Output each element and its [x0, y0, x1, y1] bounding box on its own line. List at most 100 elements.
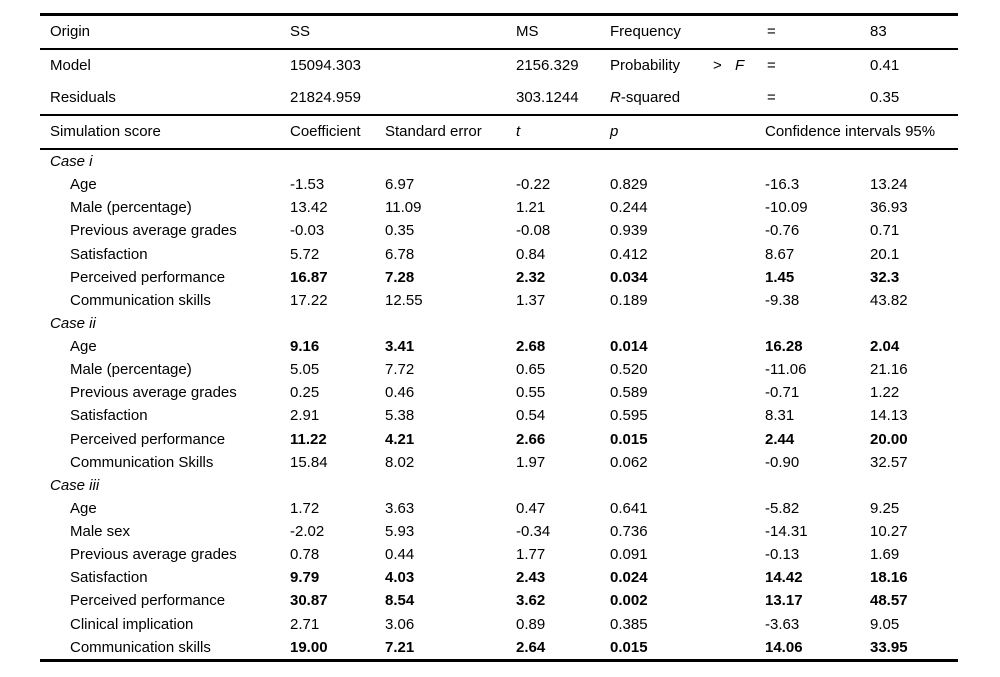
anova-residuals-ss: 21824.959: [290, 89, 361, 106]
r-squared-suffix: -squared: [620, 89, 681, 106]
cell-ci-high: 13.24: [870, 176, 908, 194]
cell-ci-low: -5.82: [765, 499, 800, 517]
col-header-confidence-intervals: Confidence intervals 95%: [765, 123, 936, 140]
cell-se: 3.63: [385, 499, 415, 517]
cell-ci-high: 48.57: [870, 592, 908, 610]
cell-ci-high: 2.04: [870, 338, 900, 355]
cell-p: 0.589: [610, 384, 648, 402]
anova-frequency-value: 83: [870, 23, 887, 40]
cell-ci-low: 2.44: [765, 430, 795, 448]
row-label: Satisfaction: [70, 569, 148, 587]
row-label: Satisfaction: [70, 245, 148, 263]
cell-ci-low: -11.06: [765, 361, 807, 379]
cell-ci-low: -0.71: [765, 384, 800, 402]
cell-se: 6.97: [385, 176, 415, 194]
cell-coef: 1.72: [290, 499, 320, 517]
cell-t: 1.97: [516, 453, 546, 471]
row-label: Male sex: [70, 523, 131, 540]
r-squared-value: 0.35: [870, 89, 900, 106]
cell-se: 6.78: [385, 245, 415, 263]
cell-coef: 9.79: [290, 569, 320, 587]
table-row: Satisfaction 2.91 5.38 0.54 0.595 8.31 1…: [40, 404, 958, 427]
cell-ci-high: 1.69: [870, 546, 900, 564]
cell-t: 2.43: [516, 569, 546, 587]
cell-ci-high: 10.27: [870, 523, 908, 540]
table-body: Case i Age -1.53 6.97 -0.22 0.829 -16.3 …: [40, 150, 958, 662]
cell-ci-high: 43.82: [870, 291, 908, 309]
cell-t: 0.65: [516, 361, 546, 379]
table-row: Age -1.53 6.97 -0.22 0.829 -16.3 13.24: [40, 173, 958, 196]
cell-p: 0.244: [610, 199, 648, 217]
cell-coef: 2.91: [290, 407, 320, 425]
r-squared-label: R-squared: [610, 82, 680, 114]
table-row: Communication skills 19.00 7.21 2.64 0.0…: [40, 636, 958, 659]
row-label: Communication Skills: [70, 453, 214, 471]
cell-coef: 9.16: [290, 338, 320, 355]
cell-t: 3.62: [516, 592, 546, 610]
table-row: Perceived performance 11.22 4.21 2.66 0.…: [40, 428, 958, 451]
table-row: Satisfaction 5.72 6.78 0.84 0.412 8.67 2…: [40, 243, 958, 266]
table-row: Communication Skills 15.84 8.02 1.97 0.0…: [40, 451, 958, 474]
anova-model-ss: 15094.303: [290, 57, 361, 74]
section-title-row: Case i: [40, 150, 958, 173]
cell-coef: -1.53: [290, 176, 325, 194]
section-title-row: Case ii: [40, 312, 958, 335]
cell-p: 0.939: [610, 222, 648, 240]
cell-ci-high: 20.00: [870, 430, 908, 448]
cell-se: 8.54: [385, 592, 415, 610]
row-label: Clinical implication: [70, 615, 194, 633]
cell-coef: 0.78: [290, 546, 320, 564]
row-label: Perceived performance: [70, 592, 226, 610]
anova-row-residuals: Residuals 21824.959 303.1244 R-squared =…: [40, 82, 958, 114]
f-statistic-symbol: F: [735, 57, 745, 74]
anova-equals-sign: =: [767, 57, 776, 74]
cell-ci-low: 8.67: [765, 245, 795, 263]
cell-ci-low: -9.38: [765, 291, 800, 309]
cell-ci-low: 1.45: [765, 268, 795, 286]
cell-se: 4.03: [385, 569, 415, 587]
cell-se: 12.55: [385, 291, 423, 309]
cell-ci-high: 32.3: [870, 268, 900, 286]
anova-equals-sign: =: [767, 23, 776, 40]
cell-ci-high: 0.71: [870, 222, 900, 240]
greater-than-sign: >: [713, 57, 722, 74]
cell-coef: -2.02: [290, 523, 325, 540]
anova-ss-header: SS: [290, 23, 311, 40]
cell-coef: 2.71: [290, 615, 320, 633]
cell-ci-high: 9.25: [870, 499, 900, 517]
cell-p: 0.015: [610, 638, 648, 656]
cell-ci-high: 14.13: [870, 407, 908, 425]
table-row: Previous average grades -0.03 0.35 -0.08…: [40, 219, 958, 242]
cell-ci-low: 16.28: [765, 338, 803, 355]
row-label: Male (percentage): [70, 199, 192, 217]
cell-ci-high: 33.95: [870, 638, 908, 656]
cell-se: 0.44: [385, 546, 415, 564]
anova-frequency-label: Frequency: [610, 23, 681, 40]
cell-se: 7.72: [385, 361, 415, 379]
anova-origin-label: Origin: [50, 23, 91, 40]
cell-ci-high: 36.93: [870, 199, 908, 217]
row-label: Previous average grades: [70, 384, 237, 402]
cell-se: 11.09: [385, 199, 422, 217]
col-header-coefficient: Coefficient: [290, 123, 361, 140]
cell-se: 0.46: [385, 384, 415, 402]
table-row: Age 1.72 3.63 0.47 0.641 -5.82 9.25: [40, 497, 958, 520]
cell-ci-low: -0.90: [765, 453, 800, 471]
cell-t: 2.68: [516, 338, 546, 355]
cell-coef: 17.22: [290, 291, 328, 309]
cell-ci-low: 14.06: [765, 638, 803, 656]
cell-p: 0.034: [610, 268, 648, 286]
cell-se: 7.28: [385, 268, 415, 286]
row-label: Previous average grades: [70, 546, 237, 564]
anova-row-origin: Origin SS MS Frequency = 83: [40, 16, 958, 48]
anova-residuals-label: Residuals: [50, 89, 116, 106]
row-label: Age: [70, 499, 97, 517]
cell-se: 3.41: [385, 338, 415, 355]
cell-p: 0.829: [610, 176, 648, 194]
table-row: Male (percentage) 13.42 11.09 1.21 0.244…: [40, 196, 958, 219]
cell-t: 0.47: [516, 499, 546, 517]
table-row: Clinical implication 2.71 3.06 0.89 0.38…: [40, 613, 958, 636]
cell-t: -0.34: [516, 523, 551, 540]
anova-probability-label: Probability: [610, 57, 681, 74]
